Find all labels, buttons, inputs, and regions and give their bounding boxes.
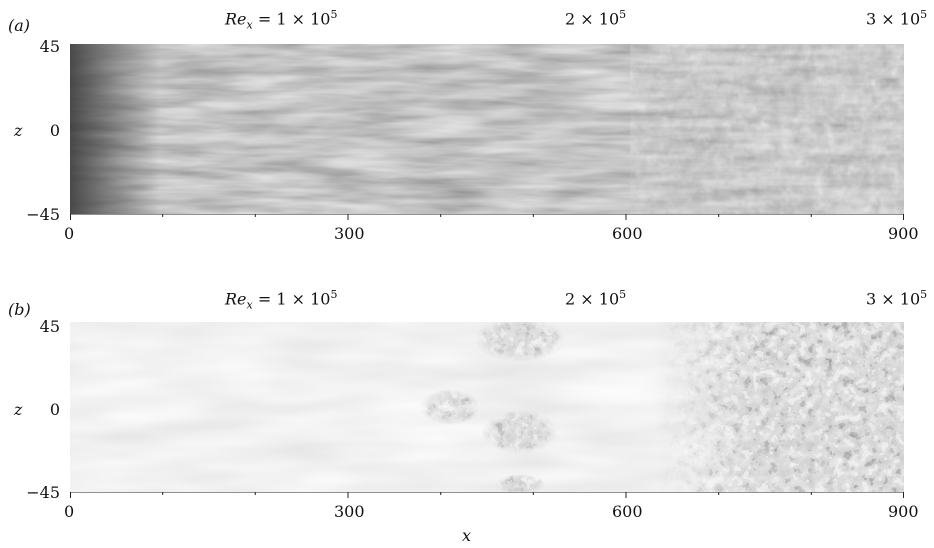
re-label-2e5: 2 × 105	[565, 8, 627, 29]
re-label-3e5: 3 × 105	[866, 8, 928, 29]
panel-tag: (b)	[8, 300, 31, 319]
y-tick-neg45: −45	[26, 205, 60, 224]
y-axis-label: z	[14, 400, 23, 419]
y-axis-label: z	[14, 121, 23, 140]
re-label-2e5: 2 × 105	[565, 288, 627, 309]
x-tick-300: 300	[334, 224, 365, 243]
panel-b: (b) Rex = 1 × 105 2 × 105 3 × 105 45 0 −…	[0, 280, 934, 521]
y-tick-0: 0	[49, 400, 60, 419]
x-tick-300: 300	[334, 502, 365, 521]
re-label-1e5: Rex = 1 × 105	[225, 8, 338, 32]
x-tick-900: 900	[888, 502, 919, 521]
y-tick-0: 0	[49, 121, 60, 140]
streak-field-image	[70, 44, 904, 214]
spot-field-image	[70, 322, 904, 492]
y-tick-neg45: −45	[26, 483, 60, 502]
spot-field-svg	[70, 322, 904, 492]
y-tick-45: 45	[39, 37, 60, 56]
x-tick-600: 600	[612, 502, 643, 521]
x-tick-600: 600	[612, 224, 643, 243]
re-label-3e5: 3 × 105	[866, 288, 928, 309]
streak-field-svg	[70, 44, 904, 214]
x-tick-900: 900	[888, 224, 919, 243]
x-axis-ticks-a	[70, 214, 904, 220]
panel-tag: (a)	[8, 16, 31, 35]
panel-a: (a) Rex = 1 × 105 2 × 105 3 × 105 45 0 −…	[0, 0, 934, 250]
re-label-1e5: Rex = 1 × 105	[225, 288, 338, 312]
x-axis-label: x	[462, 526, 472, 545]
x-axis-ticks-b	[70, 492, 904, 498]
y-tick-45: 45	[39, 317, 60, 336]
x-tick-0: 0	[64, 224, 75, 243]
x-tick-0: 0	[64, 502, 75, 521]
